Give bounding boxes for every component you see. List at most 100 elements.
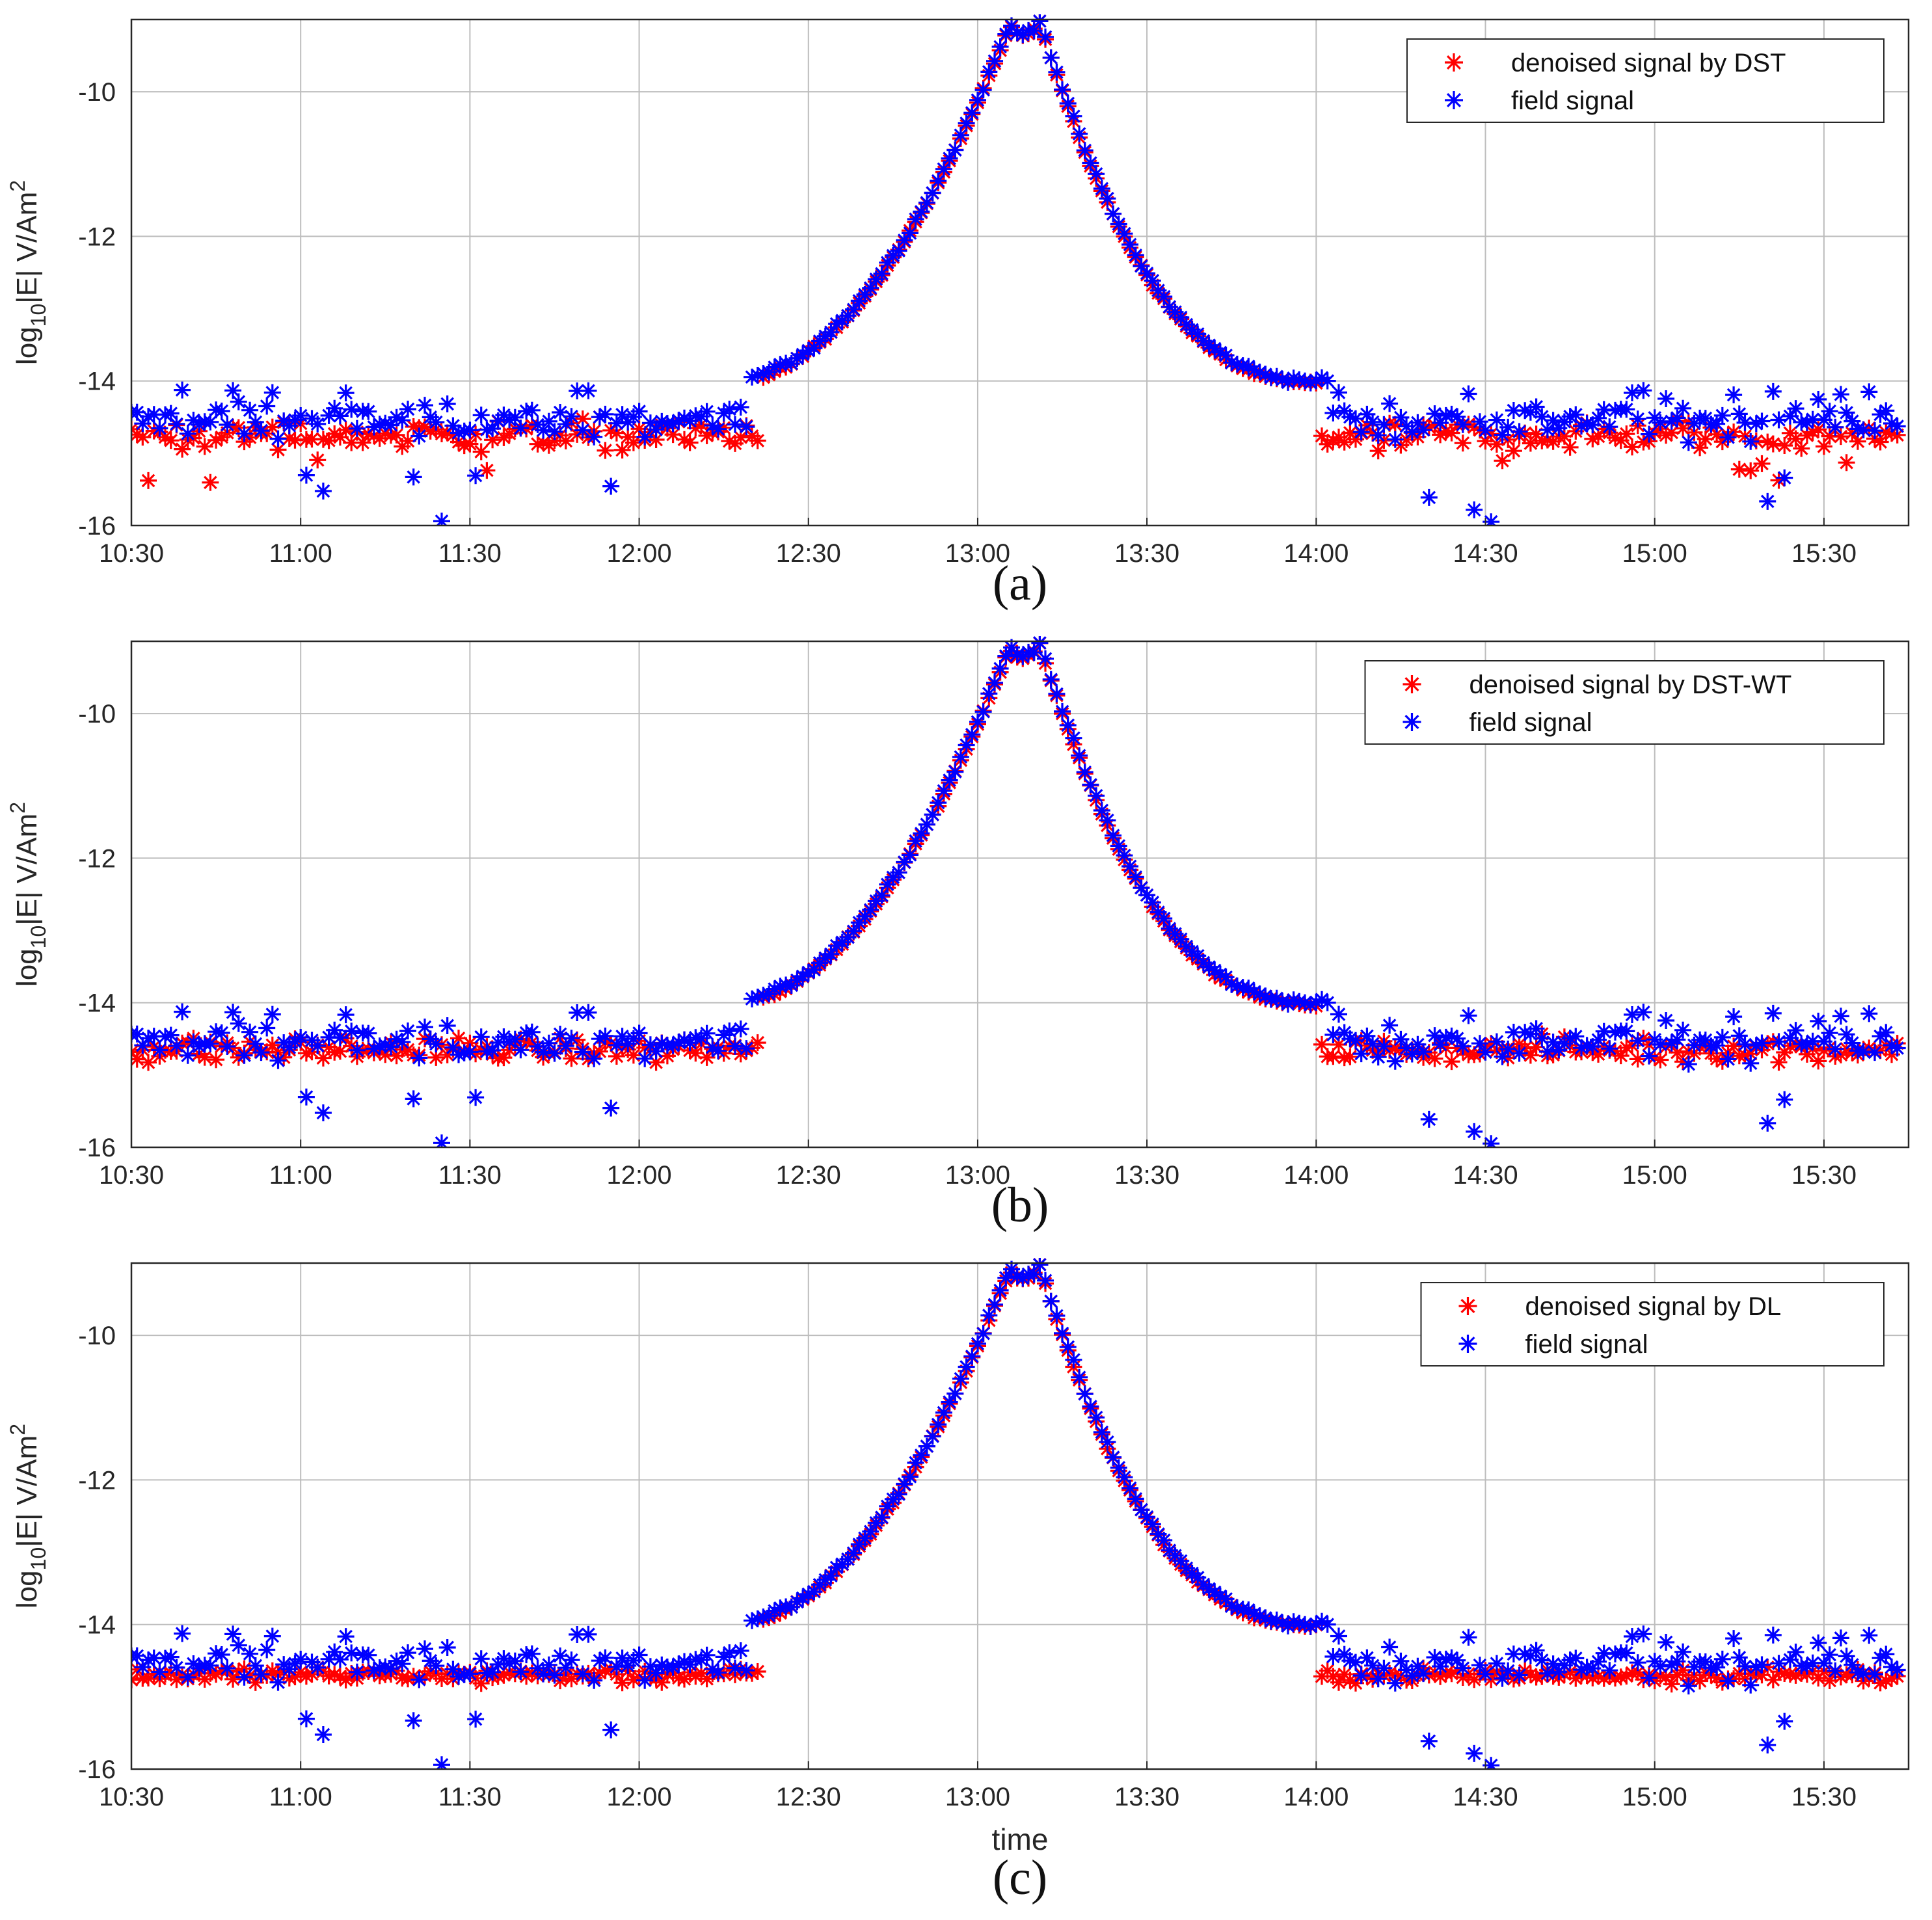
denoised-point bbox=[676, 431, 693, 448]
denoised-point bbox=[495, 1049, 513, 1067]
field-point bbox=[540, 1656, 557, 1673]
denoised-point bbox=[1753, 1666, 1771, 1684]
denoised-point bbox=[1713, 1052, 1731, 1070]
denoised-point bbox=[1510, 1035, 1528, 1053]
field-point bbox=[388, 1652, 405, 1670]
denoised-point bbox=[658, 1047, 676, 1065]
x-tick-label: 12:00 bbox=[607, 539, 672, 568]
field-point bbox=[1669, 409, 1686, 427]
field-point bbox=[1776, 1091, 1793, 1108]
field-point bbox=[1516, 402, 1534, 420]
field-point bbox=[653, 1034, 671, 1052]
denoised-point bbox=[145, 422, 163, 440]
field-point bbox=[580, 1625, 597, 1643]
field-point bbox=[1719, 1672, 1737, 1690]
field-point bbox=[1624, 1006, 1641, 1023]
denoised-point bbox=[365, 427, 382, 445]
field-point bbox=[450, 1668, 467, 1685]
field-point bbox=[924, 1428, 941, 1445]
field-point bbox=[1330, 1627, 1347, 1645]
field-point bbox=[1048, 685, 1066, 702]
denoised-point bbox=[326, 1666, 343, 1683]
field-point bbox=[179, 425, 196, 442]
field-point bbox=[1302, 996, 1319, 1013]
field-point bbox=[157, 1649, 174, 1667]
field-point bbox=[1341, 408, 1359, 426]
field-point bbox=[1223, 1597, 1241, 1615]
denoised-point bbox=[1708, 1050, 1726, 1067]
denoised-point bbox=[241, 429, 259, 446]
denoised-point bbox=[131, 426, 146, 444]
field-point bbox=[727, 416, 744, 433]
field-point bbox=[608, 414, 625, 432]
field-point bbox=[890, 1486, 907, 1503]
field-point bbox=[997, 25, 1015, 43]
field-point bbox=[540, 412, 557, 430]
field-point bbox=[1494, 1670, 1511, 1687]
denoised-point bbox=[1764, 1671, 1782, 1688]
field-point bbox=[1025, 22, 1043, 40]
denoised-point bbox=[732, 429, 749, 446]
field-point bbox=[377, 414, 394, 432]
denoised-point bbox=[1646, 1048, 1663, 1066]
field-point bbox=[907, 1454, 924, 1471]
panel-3: 10:30 11:00 11:30 12:00 12:30 13:00 13:30 14:00… bbox=[6, 1258, 1910, 1905]
field-point bbox=[343, 401, 360, 418]
legend-marker bbox=[1445, 91, 1463, 109]
denoised-point bbox=[1595, 1037, 1613, 1055]
field-point bbox=[602, 1099, 620, 1117]
denoised-point bbox=[1443, 1053, 1460, 1071]
field-point bbox=[1538, 1043, 1556, 1060]
field-point bbox=[467, 467, 485, 485]
field-point bbox=[1652, 414, 1669, 431]
denoised-point bbox=[1449, 1662, 1466, 1679]
field-point bbox=[309, 1659, 327, 1676]
field-point bbox=[1426, 1649, 1443, 1666]
field-point bbox=[252, 1044, 270, 1061]
field-point bbox=[151, 420, 168, 437]
denoised-point bbox=[1483, 1035, 1500, 1052]
field-point bbox=[1076, 142, 1093, 159]
field-point bbox=[1296, 1616, 1313, 1633]
denoised-point bbox=[749, 1663, 766, 1680]
field-point bbox=[1054, 81, 1071, 98]
field-point bbox=[1008, 646, 1026, 663]
field-point bbox=[935, 782, 952, 799]
denoised-point bbox=[422, 422, 439, 440]
field-point bbox=[755, 365, 772, 382]
field-point bbox=[1228, 1599, 1246, 1616]
denoised-point bbox=[1883, 425, 1900, 442]
field-point bbox=[1099, 1433, 1116, 1451]
denoised-point bbox=[1437, 1039, 1455, 1057]
field-point bbox=[472, 407, 490, 424]
field-point bbox=[258, 1019, 276, 1037]
field-point bbox=[1088, 787, 1105, 805]
denoised-point bbox=[331, 1668, 349, 1685]
field-point bbox=[1787, 1022, 1805, 1039]
field-point bbox=[405, 1712, 422, 1729]
field-point bbox=[907, 833, 924, 849]
field-point bbox=[805, 1583, 823, 1601]
denoised-point bbox=[1584, 1669, 1602, 1687]
field-point bbox=[1155, 910, 1173, 927]
field-point bbox=[727, 1037, 744, 1055]
field-point bbox=[1641, 1047, 1657, 1065]
denoised-point bbox=[224, 1670, 242, 1688]
field-point bbox=[1240, 358, 1257, 375]
denoised-point bbox=[1849, 433, 1866, 450]
field-point bbox=[365, 418, 382, 436]
field-point bbox=[484, 1664, 502, 1681]
field-point bbox=[1031, 636, 1049, 652]
denoised-point bbox=[1341, 424, 1359, 442]
field-point bbox=[1477, 421, 1494, 439]
field-point bbox=[552, 404, 569, 421]
denoised-point bbox=[501, 1664, 518, 1681]
denoised-point bbox=[1810, 1670, 1827, 1687]
field-point bbox=[845, 300, 863, 318]
field-point bbox=[721, 1022, 738, 1040]
field-point bbox=[1071, 747, 1088, 764]
field-point bbox=[1088, 1409, 1105, 1426]
field-point bbox=[744, 1612, 760, 1629]
denoised-point bbox=[1883, 1046, 1900, 1063]
field-point bbox=[1477, 1665, 1494, 1683]
